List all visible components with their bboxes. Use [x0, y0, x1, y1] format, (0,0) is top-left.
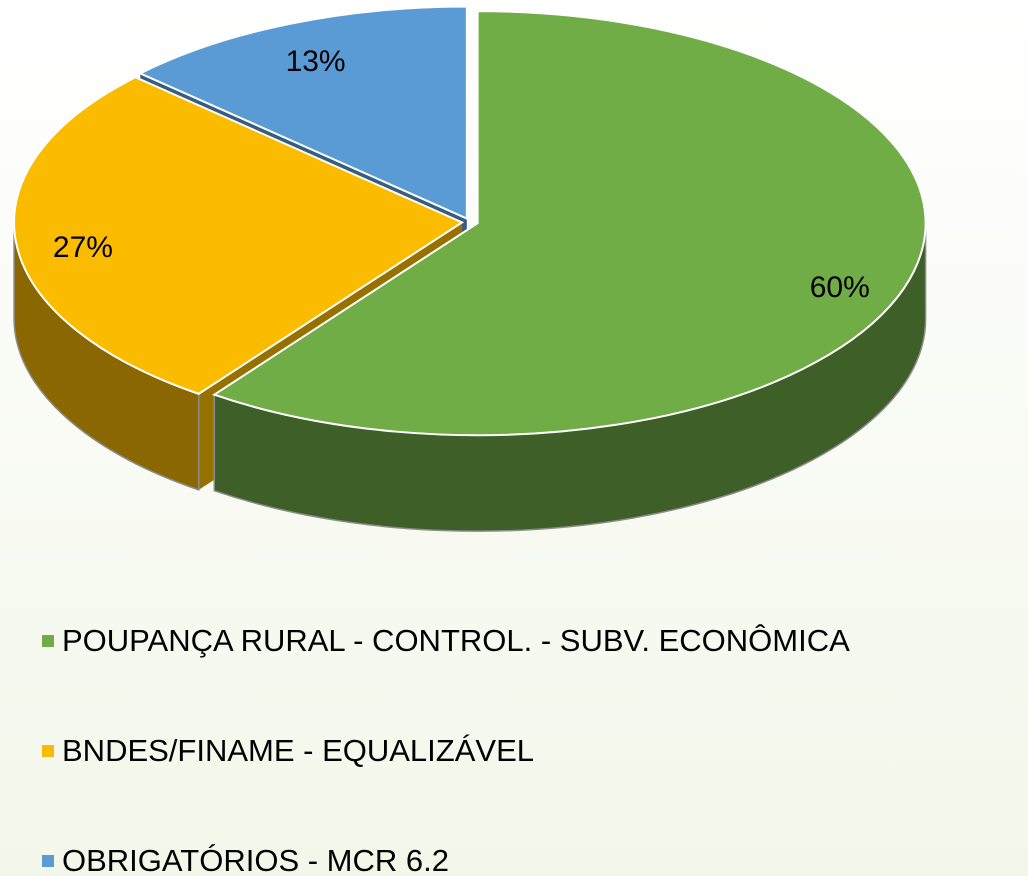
slice — [137, 5, 468, 221]
data-label: 27% — [53, 231, 113, 264]
slice — [13, 76, 465, 395]
data-label: 60% — [810, 271, 870, 304]
legend-swatch — [42, 635, 54, 647]
legend-label: BNDES/FINAME - EQUALIZÁVEL — [62, 733, 534, 768]
legend-label: OBRIGATÓRIOS - MCR 6.2 — [62, 843, 449, 876]
legend-swatch — [42, 855, 54, 867]
data-label: 13% — [286, 45, 346, 78]
slice — [212, 10, 927, 437]
legend-label: POUPANÇA RURAL - CONTROL. - SUBV. ECONÔM… — [62, 623, 850, 658]
legend-swatch — [42, 745, 54, 757]
